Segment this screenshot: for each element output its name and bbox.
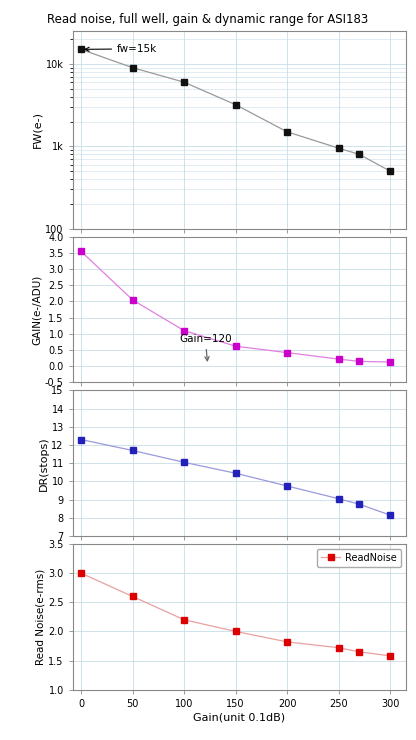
Y-axis label: Read Noise(e-rms): Read Noise(e-rms) [35, 569, 45, 665]
Text: Gain=120: Gain=120 [179, 334, 232, 361]
Y-axis label: GAIN(e-/ADU): GAIN(e-/ADU) [32, 275, 42, 345]
Y-axis label: FW(e-): FW(e-) [32, 112, 42, 149]
Y-axis label: DR(stops): DR(stops) [39, 436, 49, 491]
Text: fw=15k: fw=15k [85, 44, 157, 54]
Legend: ReadNoise: ReadNoise [317, 549, 401, 567]
Text: Read noise, full well, gain & dynamic range for ASI183: Read noise, full well, gain & dynamic ra… [47, 13, 369, 27]
X-axis label: Gain(unit 0.1dB): Gain(unit 0.1dB) [193, 713, 285, 723]
